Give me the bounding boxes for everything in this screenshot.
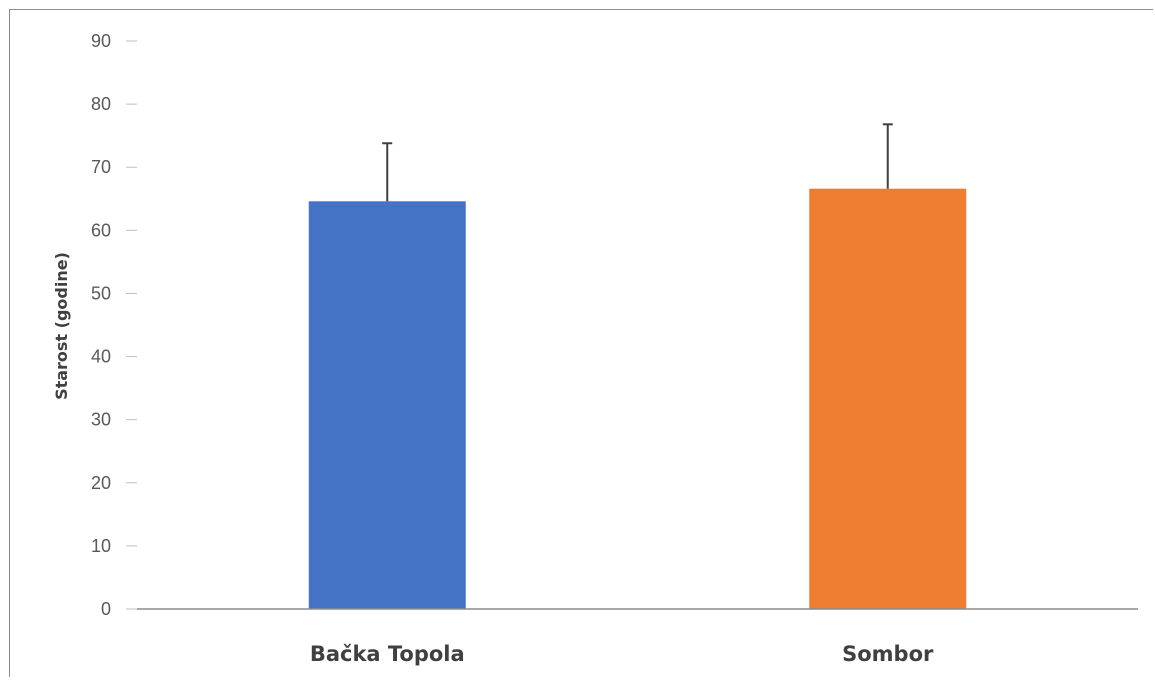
y-axis-title: Starost (godine) <box>52 252 71 400</box>
x-category-label: Bačka Topola <box>310 642 465 666</box>
y-tick-label: 30 <box>91 410 111 430</box>
y-tick-label: 20 <box>91 473 111 493</box>
y-tick-label: 50 <box>91 283 111 303</box>
y-tick-label: 90 <box>91 31 111 51</box>
x-axis-labels: Bačka Topola Sombor <box>310 642 934 666</box>
error-bars <box>382 123 893 202</box>
y-tick-label: 0 <box>101 599 111 619</box>
y-tick-label: 70 <box>91 157 111 177</box>
bar <box>809 188 967 609</box>
bar <box>308 201 466 609</box>
y-tick-label: 40 <box>91 347 111 367</box>
bars <box>308 188 967 609</box>
y-axis-ticks: 0 10 20 30 40 50 60 70 80 90 <box>91 31 137 619</box>
x-category-label: Sombor <box>842 642 934 666</box>
y-tick-label: 60 <box>91 220 111 240</box>
y-tick-label: 10 <box>91 536 111 556</box>
y-tick-label: 80 <box>91 94 111 114</box>
